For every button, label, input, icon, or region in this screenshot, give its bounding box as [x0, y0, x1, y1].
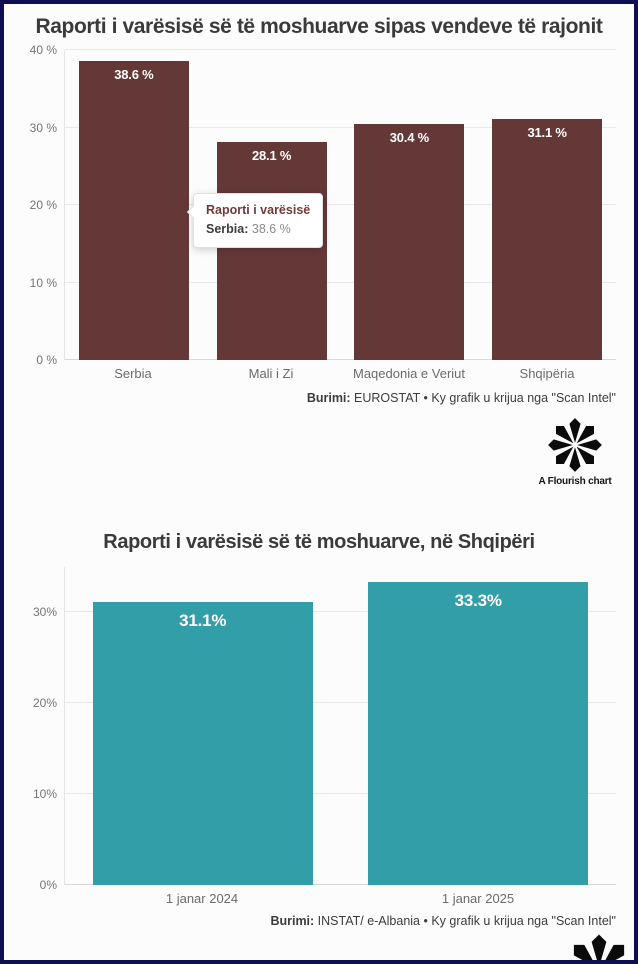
- gridline: [65, 281, 616, 283]
- x-axis-label: Mali i Zi: [248, 366, 294, 381]
- bar-1-janar-2024[interactable]: 31.1%: [92, 602, 313, 885]
- bar-value-label: 28.1 %: [251, 148, 292, 164]
- gridline: [65, 49, 616, 50]
- bar-mali-i-zi[interactable]: 28.1 %: [216, 142, 327, 360]
- bar-slot: 30.4 %: [341, 50, 479, 360]
- bar-serbia[interactable]: 38.6 %: [78, 60, 189, 360]
- source-text: EUROSTAT • Ky grafik u krijua nga "Scan …: [350, 391, 616, 405]
- y-axis-tick-label: 30%: [32, 605, 57, 620]
- bar-value-label: 38.6 %: [114, 66, 154, 82]
- gridline: [65, 204, 616, 205]
- tooltip-series-label: Serbia:: [206, 221, 249, 236]
- bar-maqedonia-e-veriut[interactable]: 30.4 %: [354, 124, 465, 360]
- x-axis-labels: 1 janar 2024 1 janar 2025: [64, 891, 616, 906]
- bars-row: 31.1% 33.3%: [65, 567, 616, 885]
- bar-value-label: 31.1%: [179, 611, 227, 631]
- bar-slot: 31.1%: [65, 567, 341, 885]
- bars-row: 38.6 % 28.1 % 30.4 % 31.1 %: [65, 50, 616, 360]
- y-axis-tick-label: 40 %: [29, 43, 57, 57]
- source-label: Burimi:: [306, 391, 351, 405]
- source-note: Burimi: EUROSTAT • Ky grafik u krijua ng…: [64, 391, 616, 405]
- x-axis-labels: Serbia Mali i Zi Maqedonia e Veriut Shqipër…: [64, 366, 616, 381]
- x-axis-label: 1 janar 2025: [441, 891, 515, 906]
- plot-wrap: 31.1% 33.3% 0% 10% 20% 30%: [33, 567, 616, 891]
- x-axis-label: Serbia: [114, 366, 152, 381]
- y-axis-tick-label: 30 %: [29, 120, 57, 135]
- regional-dependency-chart: Raporti i varësisë së të moshuarve sipas…: [4, 4, 634, 487]
- bar-slot: 38.6 %: [65, 50, 203, 360]
- bar-shqipëria[interactable]: 31.1 %: [492, 118, 603, 360]
- y-axis-tick-label: 20%: [32, 696, 57, 711]
- gridline: [65, 126, 616, 128]
- x-axis-label: 1 janar 2024: [165, 891, 239, 906]
- source-text: INSTAT/ e-Albania • Ky grafik u krijua n…: [314, 914, 616, 928]
- gridline: [65, 793, 616, 795]
- tooltip-body: Serbia: 38.6 %: [206, 220, 310, 239]
- plot-wrap: 38.6 % 28.1 % 30.4 % 31.1 % 0 % 10 % 20 % 30 %…: [30, 44, 616, 366]
- flourish-logo-bottom[interactable]: [562, 933, 634, 960]
- gridline: [65, 611, 616, 613]
- flourish-caption[interactable]: A Flourish chart: [538, 476, 612, 487]
- chart-title: Raporti i varësisë së të moshuarve, në S…: [103, 531, 535, 553]
- tooltip-title: Raporti i varësisë: [206, 203, 311, 217]
- x-axis-label: Shqipëria: [519, 366, 575, 381]
- plot-area: 31.1% 33.3% 0% 10% 20% 30%: [33, 567, 616, 891]
- bar-value-label: 31.1 %: [527, 124, 567, 140]
- bar-slot: 31.1 %: [478, 50, 616, 360]
- gridline: [65, 702, 616, 704]
- bar-slot: 28.1 %: [203, 50, 341, 360]
- source-note: Burimi: INSTAT/ e-Albania • Ky grafik u …: [64, 914, 616, 928]
- y-axis-tick-label: 20 %: [29, 198, 57, 212]
- tooltip-value: 38.6 %: [251, 221, 291, 236]
- y-axis-tick-label: 0%: [39, 878, 57, 892]
- y-axis-tick-label: 0 %: [36, 353, 57, 367]
- source-label: Burimi:: [270, 914, 315, 928]
- x-axis-label: Maqedonia e Veriut: [352, 366, 466, 381]
- chart-title: Raporti i varësisë së të moshuarve sipas…: [35, 15, 603, 38]
- bar-value-label: 33.3%: [454, 591, 502, 611]
- gridline: [65, 359, 616, 360]
- flourish-asterisk-icon: [548, 418, 602, 472]
- gridline: [65, 884, 616, 885]
- bar-1-janar-2025[interactable]: 33.3%: [368, 582, 589, 885]
- bar-value-label: 30.4 %: [389, 130, 430, 146]
- y-axis-tick-label: 10 %: [29, 275, 57, 290]
- albania-dependency-chart: Raporti i varësisë së të moshuarve, në S…: [4, 487, 634, 928]
- tooltip: Raporti i varësisë Serbia: 38.6 %: [193, 193, 324, 248]
- flourish-credit-link[interactable]: A Flourish chart: [530, 417, 620, 487]
- y-axis-tick-label: 10%: [32, 787, 57, 802]
- flourish-asterisk-icon: [573, 934, 625, 960]
- plot-area: 38.6 % 28.1 % 30.4 % 31.1 % 0 % 10 % 20 % 30 %…: [30, 44, 616, 366]
- bar-slot: 33.3%: [341, 567, 617, 885]
